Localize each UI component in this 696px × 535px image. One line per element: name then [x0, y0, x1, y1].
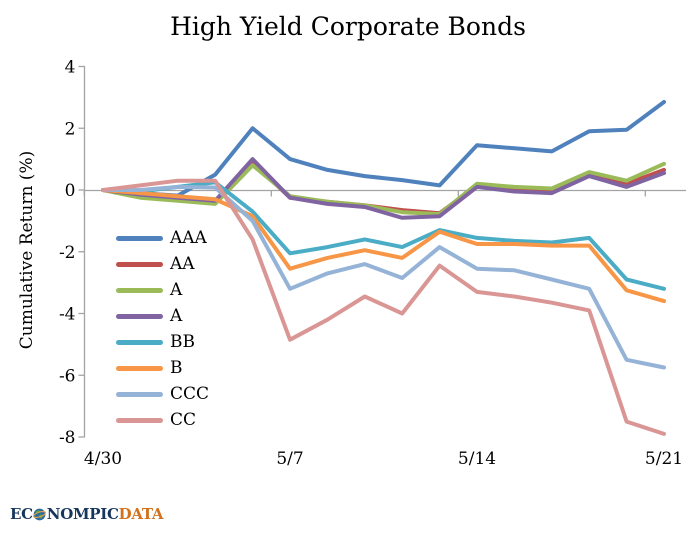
y-tick-label: 4	[65, 58, 76, 78]
legend-item: A	[116, 277, 209, 303]
legend: AAA AA A A BB B CCC CC	[116, 225, 209, 433]
legend-swatch	[116, 339, 163, 345]
legend-item: CCC	[116, 381, 209, 407]
legend-item: A	[116, 303, 209, 329]
legend-item: AAA	[116, 225, 209, 251]
series-line-CCC	[101, 184, 666, 370]
x-tick-label: 5/21	[645, 449, 683, 469]
legend-swatch	[116, 365, 163, 371]
legend-swatch	[116, 235, 163, 241]
y-tick-label: 0	[65, 181, 76, 201]
series-line-BB	[101, 180, 666, 291]
legend-swatch	[116, 261, 163, 267]
x-tick-label: 5/14	[458, 449, 496, 469]
y-tick-label: -2	[59, 243, 76, 263]
y-tick-label: -8	[59, 428, 76, 448]
legend-label: A	[170, 306, 183, 326]
legend-label: AA	[170, 254, 195, 274]
legend-swatch	[116, 417, 163, 423]
legend-item: BB	[116, 329, 209, 355]
legend-label: CCC	[170, 384, 210, 404]
series-line-A	[101, 161, 666, 217]
logo-text-suffix: DATA	[118, 505, 164, 523]
x-tick-label: 5/7	[276, 449, 303, 469]
series-line-CC	[101, 178, 666, 436]
legend-item: AA	[116, 251, 209, 277]
legend-label: CC	[170, 410, 197, 430]
y-tick-label: 2	[65, 119, 76, 139]
chart-title: High Yield Corporate Bonds	[170, 12, 526, 41]
legend-item: B	[116, 355, 209, 381]
y-axis-title: Cumulative Return (%)	[17, 150, 37, 350]
legend-label: A	[170, 280, 183, 300]
y-tick-label: -6	[59, 366, 76, 386]
globe-icon	[33, 508, 47, 521]
x-tick-label: 4/30	[84, 449, 122, 469]
legend-swatch	[116, 391, 163, 397]
legend-label: B	[170, 358, 183, 378]
legend-item: CC	[116, 407, 209, 433]
logo: EC NOMPICDATA	[10, 505, 164, 523]
logo-text-middle: NOMPIC	[46, 505, 119, 523]
legend-swatch	[116, 313, 163, 319]
series-line-B	[101, 188, 666, 304]
y-tick-label: -4	[59, 305, 76, 325]
logo-text-prefix: EC	[10, 505, 33, 523]
legend-swatch	[116, 287, 163, 293]
legend-label: BB	[170, 332, 195, 352]
legend-label: AAA	[170, 228, 207, 248]
